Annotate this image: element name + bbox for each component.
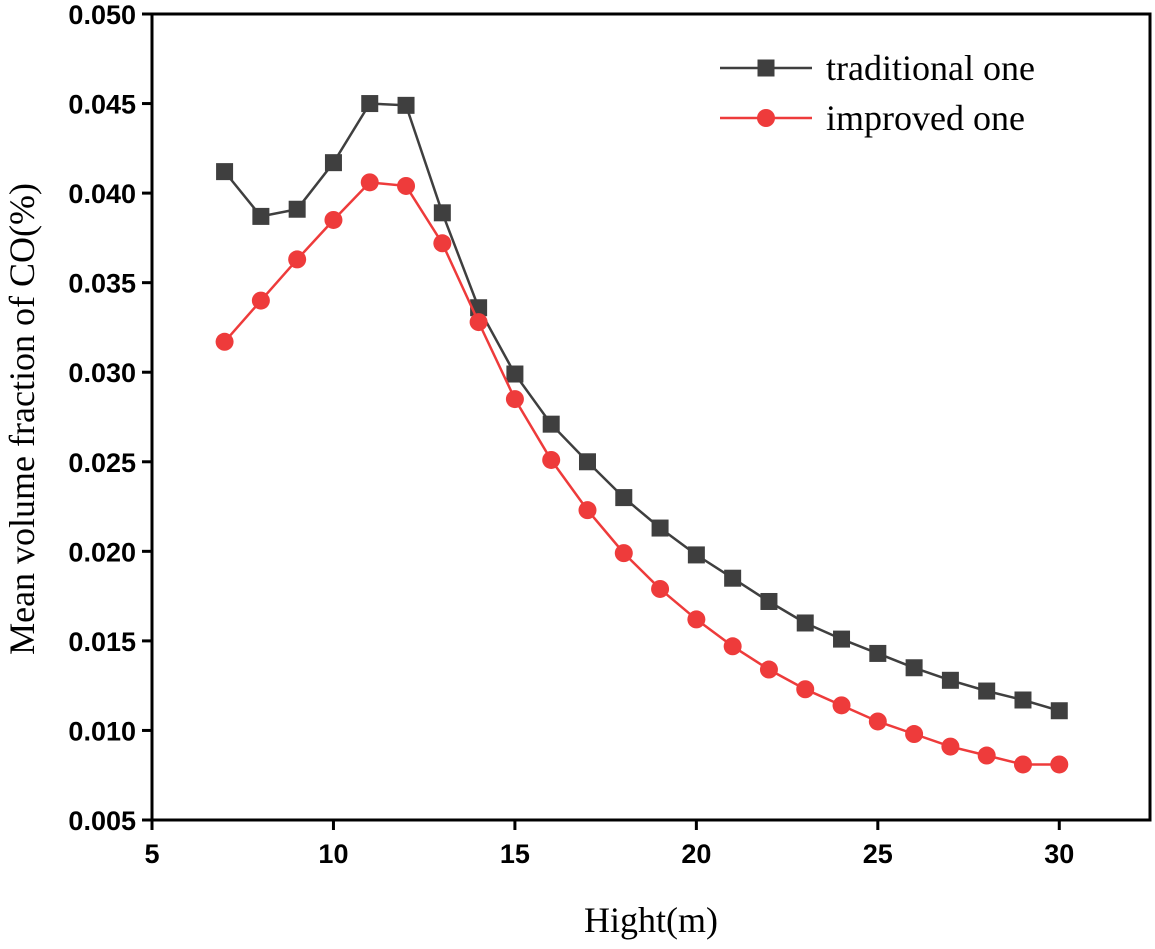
data-point-improved-one xyxy=(759,660,778,679)
data-point-traditional-one xyxy=(1050,702,1068,720)
data-point-improved-one xyxy=(469,313,488,332)
data-point-improved-one xyxy=(1013,755,1032,774)
data-point-traditional-one xyxy=(941,671,959,689)
x-axis-title: Hight(m) xyxy=(584,900,718,940)
data-point-improved-one xyxy=(796,680,815,699)
data-point-traditional-one xyxy=(216,163,234,181)
data-point-improved-one xyxy=(868,712,887,731)
y-tick-label: 0.045 xyxy=(68,90,136,120)
y-tick-label: 0.005 xyxy=(68,806,136,836)
series-improved-one xyxy=(215,173,1069,774)
data-point-traditional-one xyxy=(542,415,560,433)
data-point-improved-one xyxy=(360,173,379,192)
data-point-traditional-one xyxy=(687,546,705,564)
data-point-improved-one xyxy=(977,746,996,765)
data-point-improved-one xyxy=(288,250,307,269)
data-point-traditional-one xyxy=(833,630,851,648)
data-point-traditional-one xyxy=(760,592,778,610)
x-tick-label: 25 xyxy=(863,839,893,869)
data-point-traditional-one xyxy=(978,682,996,700)
data-point-improved-one xyxy=(215,332,234,351)
data-point-improved-one xyxy=(542,450,561,469)
x-tick-label: 20 xyxy=(681,839,711,869)
y-tick-label: 0.015 xyxy=(68,627,136,657)
legend-marker-traditional-one xyxy=(757,59,775,77)
x-tick-label: 5 xyxy=(144,839,159,869)
y-axis-title: Mean volume fraction of CO(%) xyxy=(2,183,42,655)
data-point-improved-one xyxy=(832,696,851,715)
x-tick-label: 30 xyxy=(1044,839,1074,869)
y-tick-label: 0.010 xyxy=(68,716,136,746)
y-tick-label: 0.050 xyxy=(68,0,136,30)
data-point-traditional-one xyxy=(397,96,415,114)
legend-label-improved-one: improved one xyxy=(826,98,1025,138)
data-point-traditional-one xyxy=(724,569,742,587)
data-point-improved-one xyxy=(505,390,524,409)
plot-frame xyxy=(150,12,1152,822)
data-point-improved-one xyxy=(433,234,452,253)
data-point-traditional-one xyxy=(651,519,669,537)
y-tick-label: 0.040 xyxy=(68,179,136,209)
legend: traditional one improved one xyxy=(720,48,1035,138)
data-point-improved-one xyxy=(1050,755,1069,774)
data-point-traditional-one xyxy=(433,204,451,222)
data-point-improved-one xyxy=(251,291,270,310)
data-point-improved-one xyxy=(578,501,597,520)
data-point-improved-one xyxy=(687,610,706,629)
y-tick-label: 0.035 xyxy=(68,269,136,299)
series-line-traditional-one xyxy=(223,102,1060,712)
data-point-traditional-one xyxy=(869,644,887,662)
data-point-improved-one xyxy=(651,579,670,598)
data-point-improved-one xyxy=(723,637,742,656)
y-tick-label: 0.020 xyxy=(68,537,136,567)
x-tick-label: 10 xyxy=(318,839,348,869)
series-traditional-one xyxy=(216,95,1068,720)
series-line-improved-one xyxy=(223,181,1060,766)
data-point-improved-one xyxy=(614,544,633,563)
data-point-traditional-one xyxy=(252,207,270,225)
data-point-traditional-one xyxy=(615,489,633,507)
y-tick-label: 0.025 xyxy=(68,448,136,478)
data-point-improved-one xyxy=(397,176,416,195)
data-point-traditional-one xyxy=(796,614,814,632)
data-point-traditional-one xyxy=(578,453,596,471)
legend-label-traditional-one: traditional one xyxy=(826,48,1035,88)
data-point-traditional-one xyxy=(1014,691,1032,709)
data-point-improved-one xyxy=(941,737,960,756)
y-tick-label: 0.030 xyxy=(68,358,136,388)
data-point-improved-one xyxy=(905,725,924,744)
data-point-traditional-one xyxy=(361,95,379,113)
data-point-improved-one xyxy=(324,210,343,229)
legend-marker-improved-one xyxy=(757,109,775,127)
data-point-traditional-one xyxy=(506,365,524,383)
data-point-traditional-one xyxy=(905,659,923,677)
data-point-traditional-one xyxy=(288,200,306,218)
data-point-traditional-one xyxy=(324,154,342,172)
x-tick-label: 15 xyxy=(500,839,530,869)
